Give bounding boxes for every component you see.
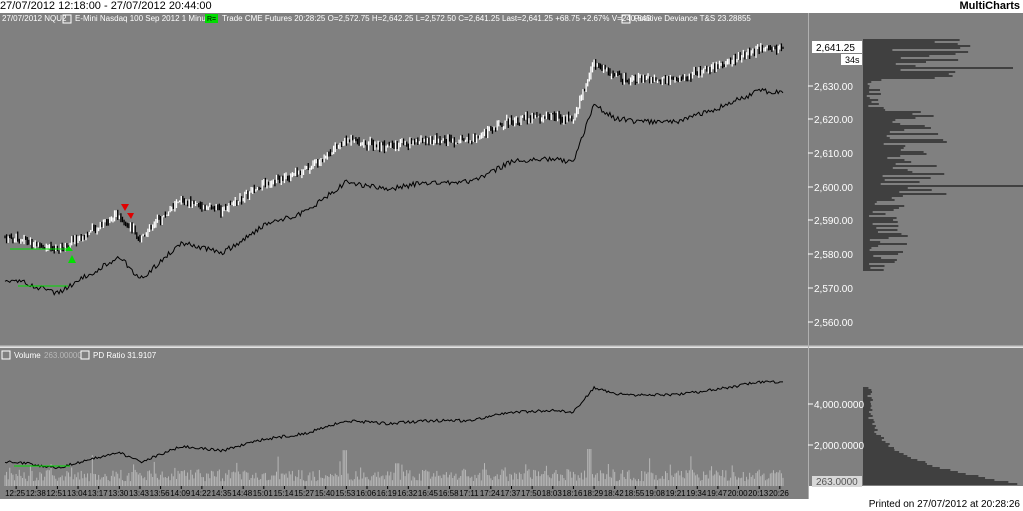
time-label: 12:25 (5, 489, 26, 498)
time-label: 15:14 (273, 489, 294, 498)
time-label: 16:19 (377, 489, 398, 498)
volume-bars[interactable] (4, 449, 784, 486)
main-price-axis[interactable] (808, 13, 1023, 346)
time-label: 20:00 (728, 489, 749, 498)
time-label: 18:55 (624, 489, 645, 498)
time-label: 17:11 (459, 489, 479, 498)
volume-label: Volume (14, 351, 41, 360)
time-label: 18:16 (562, 489, 583, 498)
close-icon[interactable] (62, 14, 72, 24)
main-pane-header: 27/07/2012 NQU2 E-Mini Nasdaq 100 Sep 20… (2, 14, 751, 24)
ratio-line[interactable] (4, 380, 783, 470)
time-label: 15:01 (253, 489, 274, 498)
time-label: 13:56 (150, 489, 171, 498)
time-label: 14:48 (232, 489, 253, 498)
time-label: 12:51 (46, 489, 67, 498)
time-label: 18:29 (583, 489, 604, 498)
close-icon[interactable] (1, 350, 11, 360)
svg-text:2,560.00: 2,560.00 (814, 318, 853, 329)
price-bars[interactable] (4, 43, 784, 254)
date-range: 27/07/2012 12:18:00 - 27/07/2012 20:44:0… (0, 0, 212, 12)
time-label: 19:21 (666, 489, 687, 498)
svg-text:2,570.00: 2,570.00 (814, 284, 853, 295)
time-axis[interactable] (0, 486, 808, 499)
svg-text:Positive Deviance T&S 23.2885: Positive Deviance T&S 23.28855 (634, 14, 751, 23)
last-price-tag (812, 41, 862, 53)
sub-axis-labels: 4,000.0000 2,000.0000 (808, 400, 864, 452)
app-name: MultiCharts (959, 0, 1021, 12)
last-value-text: 263.0000 (816, 477, 858, 488)
time-label: 13:30 (108, 489, 129, 498)
time-label: 13:04 (67, 489, 88, 498)
last-price-text: 2,641.25 (816, 43, 855, 54)
svg-text:2,590.00: 2,590.00 (814, 216, 853, 227)
trade-badge[interactable] (205, 14, 218, 23)
ratio-label: PD Ratio (93, 351, 126, 360)
time-label: 19:47 (707, 489, 728, 498)
sub-plot-area[interactable] (0, 348, 808, 486)
time-label: 18:42 (604, 489, 625, 498)
time-label: 19:08 (645, 489, 666, 498)
svg-text:E-Mini Nasdaq 100 Sep 2012 1: E-Mini Nasdaq 100 Sep 2012 1 Minute (75, 14, 213, 23)
time-label: 19:34 (686, 489, 707, 498)
price-axis-labels: 2,630.00 2,620.00 2,610.00 2,600.00 2,59… (808, 82, 853, 329)
time-label: 15:40 (315, 489, 336, 498)
volume-value: 263.00000 (44, 351, 82, 360)
time-label: 16:06 (356, 489, 377, 498)
time-label: 16:45 (418, 489, 439, 498)
svg-text:2,000.0000: 2,000.0000 (814, 441, 864, 452)
sell-marker[interactable] (127, 213, 134, 219)
time-label: 20:13 (748, 489, 769, 498)
trade-badge-label: R= (207, 16, 216, 23)
time-label: 14:22 (191, 489, 212, 498)
sell-marker[interactable] (121, 204, 129, 211)
symbol-date: 27/07/2012 NQU2 (2, 14, 67, 23)
last-value-tag (812, 476, 862, 487)
time-axis-labels: 12:25 12:38 12:51 13:04 13:17 13:30 13:43 13:56… (5, 486, 789, 498)
svg-text:4,000.0000: 4,000.0000 (814, 400, 864, 411)
svg-text:2,610.00: 2,610.00 (814, 149, 853, 160)
time-label: 17:37 (500, 489, 521, 498)
time-label: 14:35 (212, 489, 233, 498)
svg-text:2,630.00: 2,630.00 (814, 82, 853, 93)
buy-marker[interactable] (68, 255, 76, 263)
main-plot-area[interactable] (0, 13, 808, 346)
title-bar: 27/07/2012 12:18:00 - 27/07/2012 20:44:0… (0, 0, 1023, 13)
time-label: 13:17 (88, 489, 109, 498)
deviance-line[interactable] (4, 87, 784, 296)
time-label: 16:58 (439, 489, 460, 498)
svg-text:Trade CME Futures 20:28:25: Trade CME Futures 20:28:25 O=2,572.75 H=… (222, 14, 651, 23)
time-label: 15:27 (294, 489, 315, 498)
chart-area[interactable]: 27/07/2012 NQU2 E-Mini Nasdaq 100 Sep 20… (0, 13, 1023, 499)
countdown-tag (841, 54, 862, 65)
svg-text:2,600.00: 2,600.00 (814, 183, 853, 194)
time-label: 12:38 (26, 489, 47, 498)
ratio-value: 31.9107 (127, 351, 156, 360)
sub-axis[interactable] (808, 348, 1023, 486)
svg-text:2,620.00: 2,620.00 (814, 115, 853, 126)
close-icon[interactable] (621, 14, 631, 24)
svg-text:PD Ratio 31.9107: PD Ratio 31.9107 (93, 351, 157, 360)
buy-marker[interactable] (65, 246, 73, 251)
time-label: 13:43 (129, 489, 150, 498)
time-label: 20:26 (769, 489, 790, 498)
volume-profile-sub (863, 387, 1018, 485)
svg-text:2,580.00: 2,580.00 (814, 250, 853, 261)
volume-profile (863, 39, 1023, 271)
time-label: 18:03 (542, 489, 563, 498)
time-label: 14:09 (170, 489, 191, 498)
sub-pane-header: Volume 263.00000 PD Ratio 31.9107 (1, 350, 157, 360)
countdown-text: 34s (845, 55, 860, 65)
time-label: 17:24 (480, 489, 501, 498)
time-label: 17:50 (521, 489, 542, 498)
close-icon[interactable] (80, 350, 90, 360)
time-label: 16:32 (397, 489, 418, 498)
print-footer: Printed on 27/07/2012 at 20:28:26 (868, 499, 1020, 510)
time-label: 15:53 (335, 489, 356, 498)
